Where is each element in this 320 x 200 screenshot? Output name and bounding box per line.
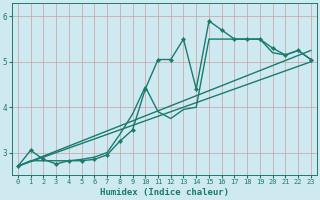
X-axis label: Humidex (Indice chaleur): Humidex (Indice chaleur) bbox=[100, 188, 229, 197]
